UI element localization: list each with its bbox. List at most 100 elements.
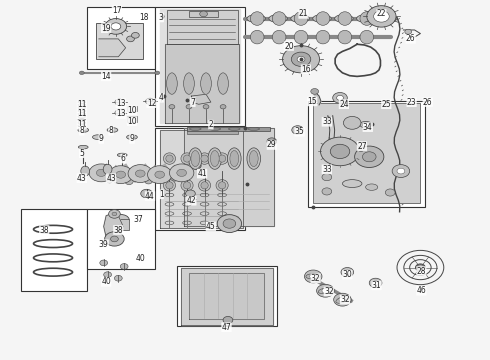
Text: 41: 41 — [197, 169, 207, 178]
Bar — [308, 102, 425, 207]
Ellipse shape — [360, 121, 372, 128]
Ellipse shape — [201, 73, 211, 94]
Circle shape — [109, 166, 133, 184]
Ellipse shape — [316, 12, 330, 25]
Bar — [313, 103, 420, 203]
Circle shape — [363, 152, 376, 162]
Ellipse shape — [103, 164, 112, 174]
Ellipse shape — [124, 177, 133, 185]
Text: 35: 35 — [294, 127, 304, 136]
Ellipse shape — [294, 12, 308, 25]
Text: 23: 23 — [407, 98, 416, 107]
Ellipse shape — [272, 30, 286, 44]
Ellipse shape — [272, 12, 286, 25]
Text: 21: 21 — [299, 9, 308, 18]
Ellipse shape — [198, 153, 211, 164]
Polygon shape — [160, 9, 240, 123]
Polygon shape — [328, 116, 335, 152]
Circle shape — [170, 164, 194, 182]
Ellipse shape — [191, 150, 200, 167]
Ellipse shape — [144, 176, 153, 184]
Text: 38: 38 — [40, 225, 49, 234]
Ellipse shape — [230, 150, 239, 167]
Ellipse shape — [216, 180, 228, 191]
Ellipse shape — [294, 30, 308, 44]
Ellipse shape — [181, 180, 193, 191]
Text: 11: 11 — [77, 120, 87, 129]
Ellipse shape — [336, 296, 349, 303]
Circle shape — [200, 11, 207, 17]
Circle shape — [322, 174, 332, 181]
Bar — [87, 208, 155, 269]
Ellipse shape — [218, 73, 228, 94]
Ellipse shape — [360, 12, 374, 25]
Text: 25: 25 — [382, 100, 391, 109]
Ellipse shape — [78, 128, 89, 132]
Text: 4: 4 — [159, 93, 164, 102]
Bar — [87, 7, 155, 69]
Ellipse shape — [105, 175, 114, 183]
Ellipse shape — [184, 73, 195, 94]
Text: 33: 33 — [322, 117, 332, 126]
Circle shape — [115, 99, 123, 105]
Text: 31: 31 — [372, 281, 381, 290]
Bar — [189, 11, 218, 18]
Text: 2: 2 — [209, 120, 213, 129]
Ellipse shape — [201, 182, 208, 189]
Circle shape — [131, 32, 139, 38]
Ellipse shape — [183, 182, 191, 189]
Circle shape — [337, 95, 343, 100]
Ellipse shape — [126, 135, 137, 139]
Text: 42: 42 — [187, 196, 196, 205]
Circle shape — [317, 284, 334, 297]
Ellipse shape — [166, 155, 173, 162]
Circle shape — [292, 126, 303, 134]
Ellipse shape — [250, 30, 264, 44]
Text: 24: 24 — [339, 100, 349, 109]
Circle shape — [373, 281, 378, 285]
Polygon shape — [160, 130, 243, 228]
Circle shape — [355, 146, 384, 167]
Circle shape — [223, 219, 236, 228]
Circle shape — [146, 98, 154, 105]
Circle shape — [369, 278, 382, 288]
Circle shape — [416, 265, 424, 270]
Text: 46: 46 — [416, 286, 426, 295]
Circle shape — [141, 189, 152, 198]
Ellipse shape — [313, 15, 331, 22]
Text: 9: 9 — [99, 134, 104, 143]
Ellipse shape — [366, 184, 378, 190]
Ellipse shape — [248, 127, 260, 130]
Polygon shape — [181, 267, 273, 325]
Text: 14: 14 — [101, 72, 111, 81]
Circle shape — [217, 215, 242, 233]
Circle shape — [392, 165, 410, 177]
Text: 13: 13 — [116, 109, 125, 118]
Ellipse shape — [318, 288, 333, 294]
Ellipse shape — [167, 73, 177, 94]
Text: 22: 22 — [377, 9, 386, 18]
Text: 40: 40 — [101, 277, 111, 286]
Bar — [127, 116, 137, 122]
Circle shape — [147, 166, 172, 184]
Circle shape — [115, 275, 122, 281]
Circle shape — [334, 293, 351, 306]
Ellipse shape — [190, 127, 201, 130]
Ellipse shape — [316, 30, 330, 44]
Circle shape — [367, 6, 396, 27]
Text: 44: 44 — [145, 192, 155, 201]
Circle shape — [203, 105, 209, 109]
Circle shape — [104, 272, 112, 278]
Circle shape — [115, 110, 123, 116]
Bar — [187, 129, 238, 134]
Circle shape — [220, 105, 226, 109]
Bar — [127, 106, 137, 111]
Ellipse shape — [360, 30, 374, 44]
Circle shape — [116, 171, 125, 178]
Ellipse shape — [335, 15, 353, 22]
Circle shape — [311, 89, 319, 94]
Text: 38: 38 — [114, 225, 123, 234]
Circle shape — [111, 236, 118, 242]
Ellipse shape — [338, 12, 352, 25]
Text: 26: 26 — [406, 35, 416, 44]
